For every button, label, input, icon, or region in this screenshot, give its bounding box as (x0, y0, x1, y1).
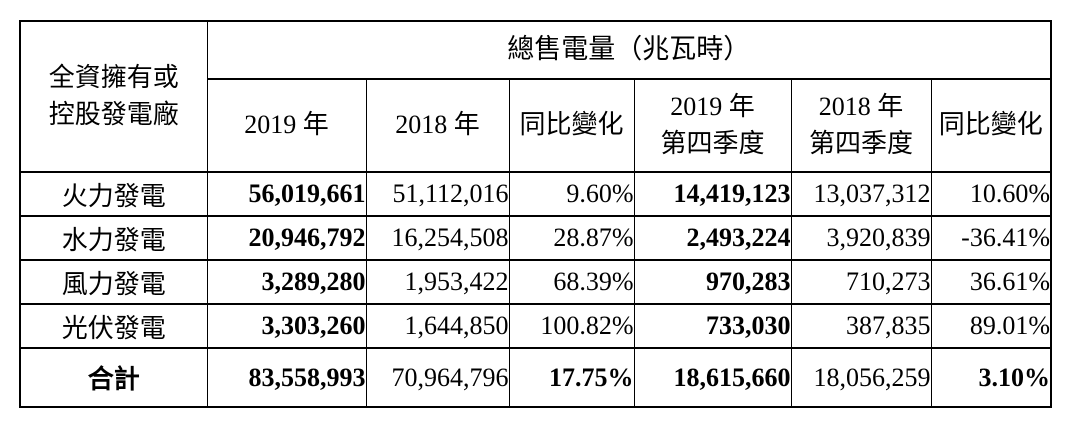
cell-2018: 51,112,016 (365, 171, 510, 217)
table-row-solar: 光伏發電 3,303,260 1,644,850 100.82% 733,030… (19, 303, 1052, 349)
total-yoy: 17.75% (508, 347, 635, 408)
row-label: 風力發電 (19, 259, 208, 305)
col-header-2019-q4: 2019 年 第四季度 (633, 78, 792, 173)
cell-yoy: 9.60% (508, 171, 635, 217)
cell-2018-q4: 710,273 (790, 259, 932, 305)
row-label: 水力發電 (19, 215, 208, 261)
cell-q4-yoy: 89.01% (930, 303, 1052, 349)
col-header-2019: 2019 年 (206, 78, 367, 173)
col-header-2018-q4: 2018 年 第四季度 (790, 78, 932, 173)
total-q4-yoy: 3.10% (930, 347, 1052, 408)
cell-2018: 1,644,850 (365, 303, 510, 349)
cell-yoy: 28.87% (508, 215, 635, 261)
total-label: 合計 (19, 347, 208, 408)
row-label: 火力發電 (19, 171, 208, 217)
cell-2019-q4: 970,283 (633, 259, 792, 305)
cell-q4-yoy: 36.61% (930, 259, 1052, 305)
table-row-thermal: 火力發電 56,019,661 51,112,016 9.60% 14,419,… (19, 171, 1052, 217)
cell-2019: 56,019,661 (206, 171, 367, 217)
cell-2019-q4: 733,030 (633, 303, 792, 349)
table-row-hydro: 水力發電 20,946,792 16,254,508 28.87% 2,493,… (19, 215, 1052, 261)
cell-yoy: 100.82% (508, 303, 635, 349)
cell-2018: 1,953,422 (365, 259, 510, 305)
cell-2018-q4: 3,920,839 (790, 215, 932, 261)
cell-2019: 3,289,280 (206, 259, 367, 305)
cell-2018-q4: 387,835 (790, 303, 932, 349)
total-2018: 70,964,796 (365, 347, 510, 408)
cell-q4-yoy: -36.41% (930, 215, 1052, 261)
cell-2018: 16,254,508 (365, 215, 510, 261)
col-header-q4-yoy: 同比變化 (930, 78, 1052, 173)
cell-yoy: 68.39% (508, 259, 635, 305)
cell-2019: 3,303,260 (206, 303, 367, 349)
electricity-sales-table-container: 全資擁有或 控股發電廠 總售電量（兆瓦時） 2019 年 2018 年 同比變化… (19, 20, 1052, 408)
cell-2018-q4: 13,037,312 (790, 171, 932, 217)
col-header-yoy: 同比變化 (508, 78, 635, 173)
table-row-wind: 風力發電 3,289,280 1,953,422 68.39% 970,283 … (19, 259, 1052, 305)
cell-2019-q4: 2,493,224 (633, 215, 792, 261)
cell-q4-yoy: 10.60% (930, 171, 1052, 217)
group-header-total-sales: 總售電量（兆瓦時） (206, 20, 1052, 80)
table-row-total: 合計 83,558,993 70,964,796 17.75% 18,615,6… (19, 347, 1052, 408)
electricity-sales-table: 全資擁有或 控股發電廠 總售電量（兆瓦時） 2019 年 2018 年 同比變化… (19, 20, 1052, 408)
row-label: 光伏發電 (19, 303, 208, 349)
col-header-2018: 2018 年 (365, 78, 510, 173)
cell-2019-q4: 14,419,123 (633, 171, 792, 217)
total-2018-q4: 18,056,259 (790, 347, 932, 408)
total-2019: 83,558,993 (206, 347, 367, 408)
cell-2019: 20,946,792 (206, 215, 367, 261)
total-2019-q4: 18,615,660 (633, 347, 792, 408)
corner-header-plants: 全資擁有或 控股發電廠 (19, 20, 208, 173)
